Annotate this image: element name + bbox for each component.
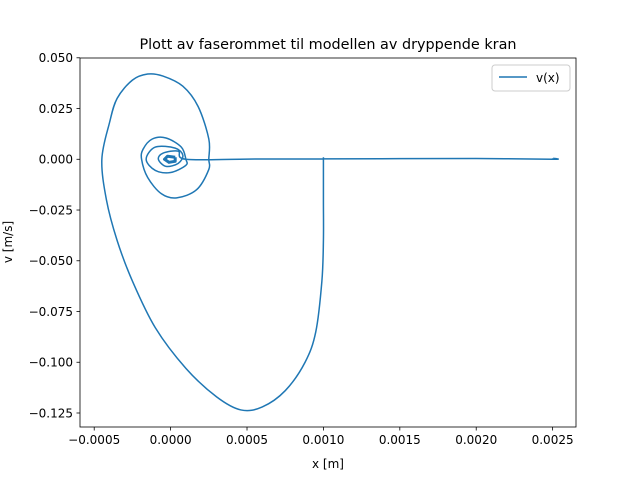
x-tick-label: 0.0020 (455, 433, 497, 447)
x-tick-label: 0.0025 (532, 433, 574, 447)
y-tick-label: 0.000 (39, 153, 73, 167)
y-tick-label: −0.025 (29, 203, 73, 217)
y-tick-label: −0.075 (29, 305, 73, 319)
y-axis-label: v [m/s] (1, 221, 15, 263)
x-tick-label: 0.0010 (302, 433, 344, 447)
y-tick-label: −0.100 (29, 356, 73, 370)
chart-title: Plott av faserommet til modellen av dryp… (139, 37, 516, 53)
legend-box (491, 64, 571, 92)
series-spiral-core (163, 154, 177, 164)
series-line-v-x (101, 73, 559, 412)
y-tick-label: 0.025 (39, 102, 73, 116)
legend-label-v-x: v(x) (536, 71, 560, 85)
y-tick-label: −0.050 (29, 254, 73, 268)
plot-frame (79, 57, 577, 428)
x-axis-label: x [m] (312, 457, 344, 471)
x-tick-label: −0.0005 (68, 433, 120, 447)
y-tick-label: −0.125 (29, 406, 73, 420)
x-tick-label: 0.0005 (226, 433, 268, 447)
x-tick-label: 0.0015 (379, 433, 421, 447)
x-tick-label: 0.0000 (150, 433, 192, 447)
legend: v(x) (491, 64, 571, 92)
y-tick-label: 0.050 (39, 51, 73, 65)
